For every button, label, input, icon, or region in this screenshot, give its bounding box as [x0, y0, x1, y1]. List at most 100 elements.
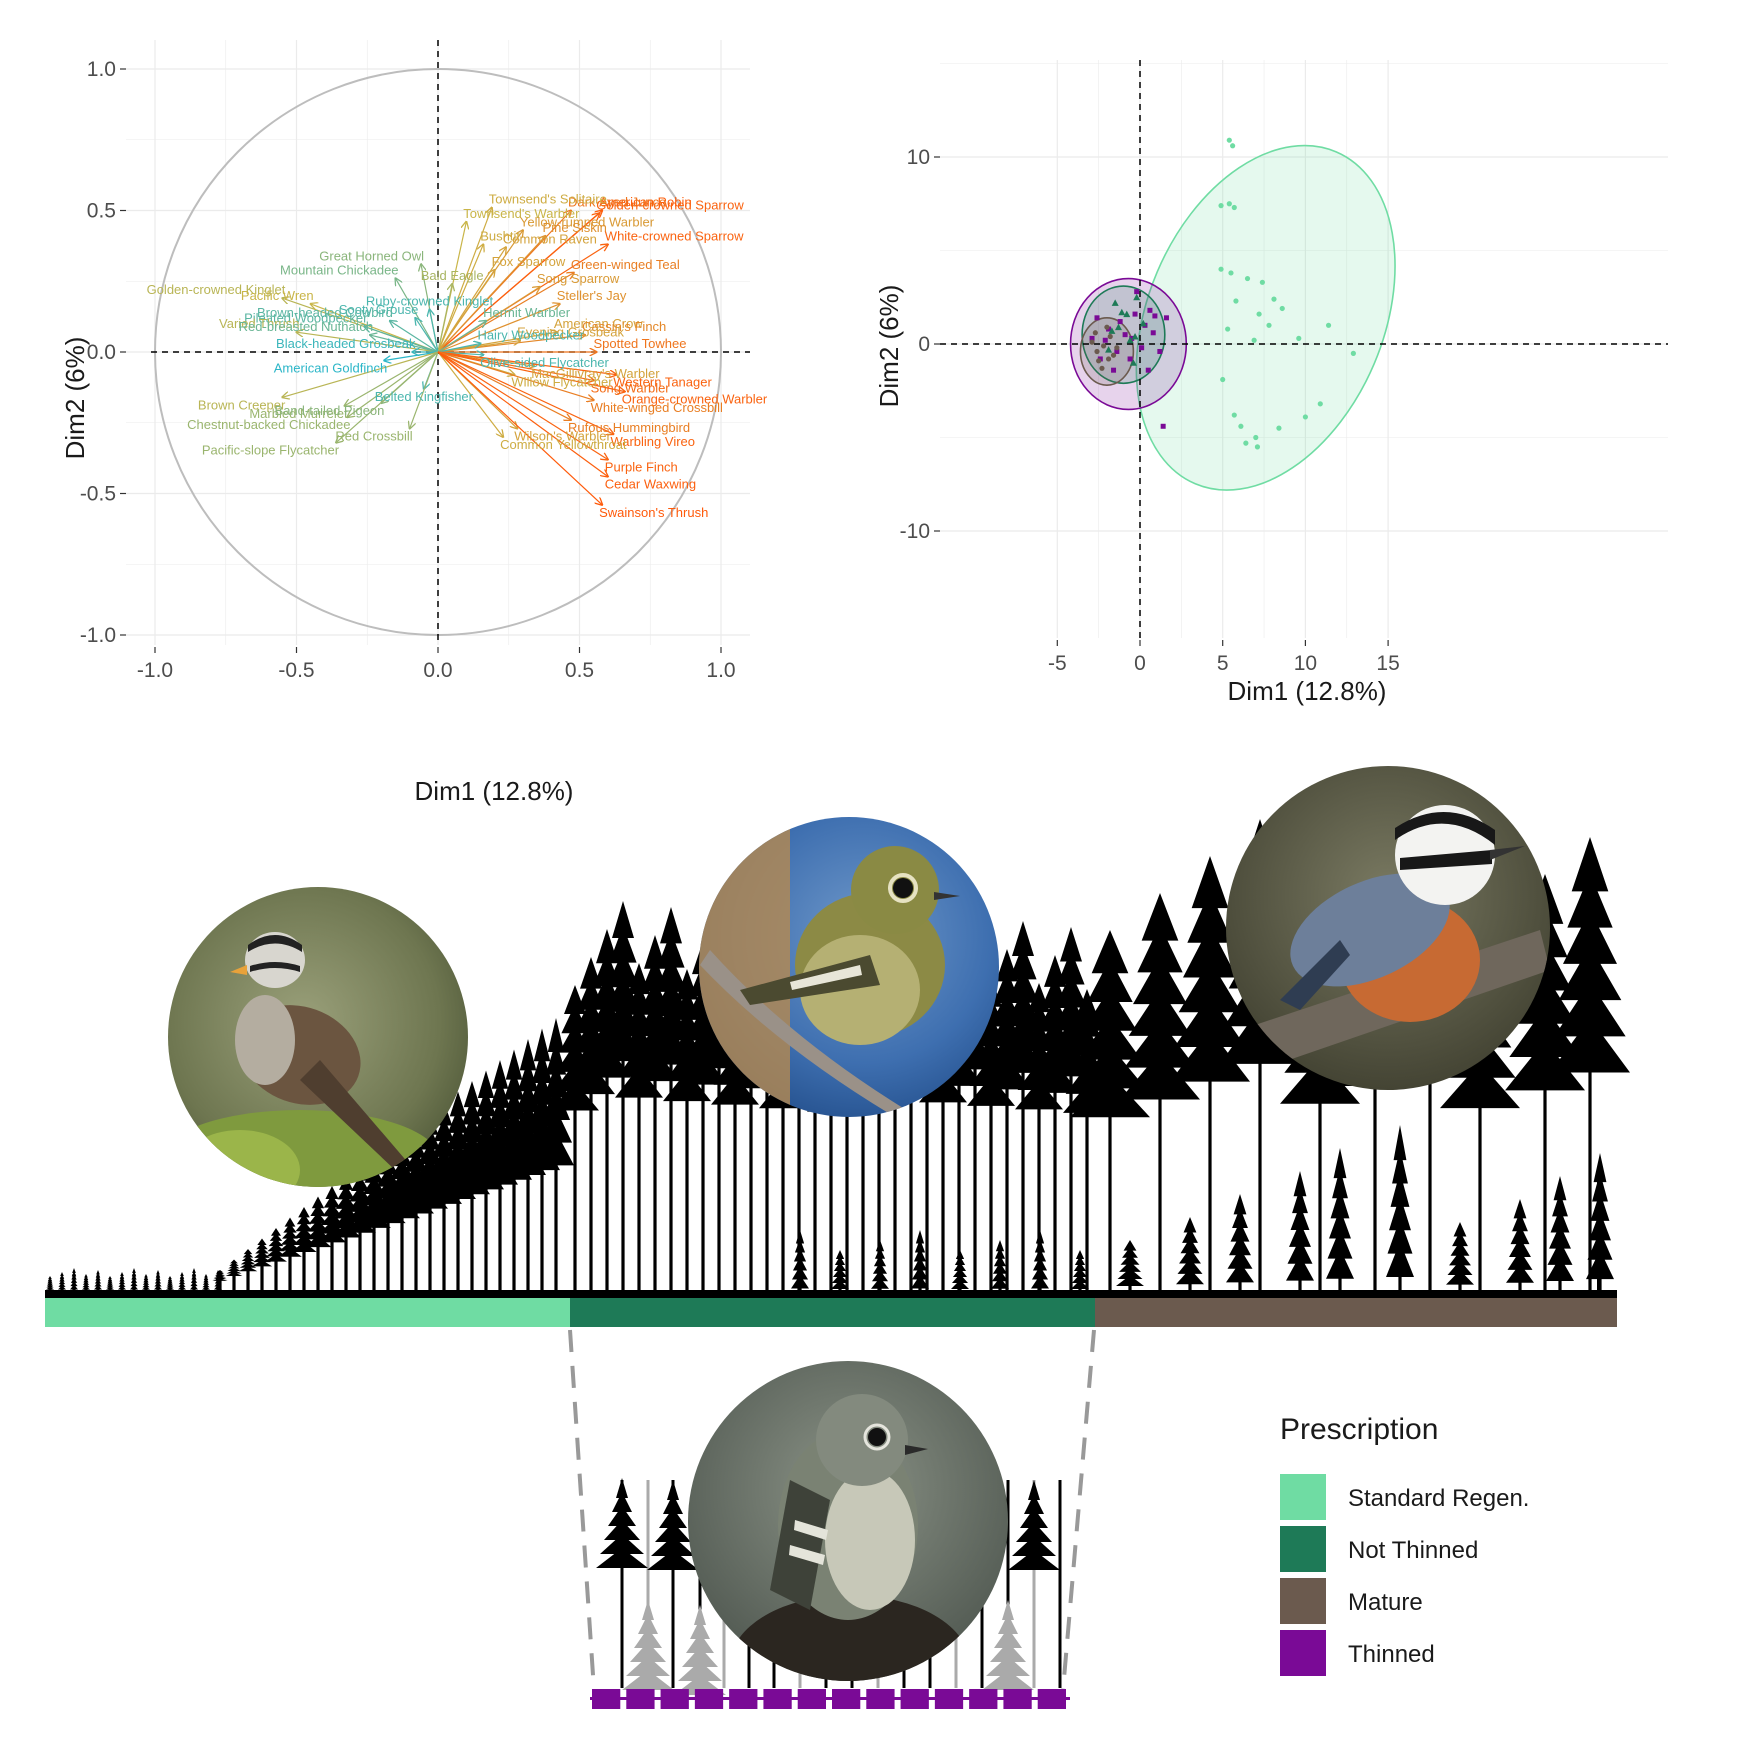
- variable-label: Belted Kingfisher: [375, 389, 474, 404]
- data-point: [1110, 352, 1117, 358]
- data-point: [1231, 204, 1237, 211]
- tree-silhouette: [1071, 1250, 1089, 1290]
- x-axis-ticks: -5 0 5 10 15: [1048, 640, 1400, 675]
- tree-silhouette: [911, 1230, 929, 1290]
- red-breasted-nuthatch-photo: [1226, 766, 1550, 1090]
- flycatcher-photo: [688, 1361, 1008, 1681]
- variable-label: Fox Sparrow: [492, 254, 566, 269]
- variable-label: MacGillivray's Warbler: [531, 366, 660, 381]
- thinned-trunk: [646, 1480, 650, 1688]
- legend-item-thinned: Thinned: [1280, 1630, 1435, 1676]
- ellipse-standard-regen-: [1135, 144, 1396, 491]
- tree-silhouette: [1031, 1230, 1049, 1290]
- variable-label: Yellow-rumped Warbler: [520, 214, 655, 229]
- variable-label: Rufous Hummingbird: [568, 420, 690, 435]
- tree-silhouette: [212, 1270, 228, 1290]
- variable-label: Hermit Warbler: [483, 305, 571, 320]
- variable-label: Band-tailed Pigeon: [275, 403, 385, 418]
- x-tick-label: 0.5: [565, 659, 594, 682]
- variable-arrow: [410, 351, 439, 428]
- prescription-legend: Prescription Standard Regen. Not Thinned…: [1280, 1413, 1529, 1676]
- tree-silhouette: [82, 1274, 90, 1290]
- variable-arrow: [437, 284, 452, 353]
- variable-label: White-winged Crossbill: [591, 400, 723, 415]
- variable-arrow: [437, 273, 574, 353]
- data-point: [1225, 326, 1231, 332]
- data-point: [1266, 322, 1272, 328]
- tree-silhouette: [278, 1217, 302, 1290]
- data-point: [1131, 333, 1139, 340]
- variable-label: Red-breasted Nuthatch: [239, 319, 373, 334]
- variable-label: American Goldfinch: [274, 360, 387, 375]
- variable-label: Bald Eagle: [421, 268, 484, 283]
- tree-silhouette: [1446, 1222, 1474, 1290]
- thinned-block: [1037, 1689, 1066, 1709]
- variable-label: Green-winged Teal: [571, 257, 680, 272]
- variable-label: Wilson's Warbler: [514, 428, 611, 443]
- variable-label: Red Crossbill: [335, 428, 412, 443]
- variable-arrow: [437, 351, 616, 375]
- variable-arrow: [345, 351, 439, 406]
- variable-arrow: [384, 351, 439, 360]
- data-point: [1114, 345, 1120, 351]
- tree-silhouette: [1226, 1194, 1254, 1290]
- x-tick-label: -0.5: [278, 659, 314, 682]
- variable-label: Hairy Woodpecker: [477, 328, 584, 343]
- variable-arrow: [437, 351, 594, 400]
- data-point: [1160, 423, 1166, 429]
- variable-arrow: [336, 351, 439, 443]
- data-point: [1218, 266, 1224, 272]
- tree-silhouette: [1116, 1240, 1144, 1290]
- tree-silhouette: [791, 1230, 809, 1290]
- variable-label: Pileated Woodpecker: [244, 311, 368, 326]
- tree-silhouette: [118, 1272, 126, 1290]
- tree-silhouette: [178, 1272, 186, 1290]
- y-tick-label: -0.5: [80, 483, 116, 506]
- y-tick-label: -10: [900, 520, 930, 543]
- tree-silhouette: [831, 1250, 849, 1290]
- variable-arrow: [437, 351, 594, 380]
- legend-label: Not Thinned: [1348, 1537, 1478, 1564]
- x-tick-label: 0: [1134, 652, 1146, 675]
- variable-label: Brown-headed Cowbird: [257, 305, 393, 320]
- zoom-connector-left: [568, 1329, 596, 1691]
- variable-label: Warbling Vireo: [610, 434, 695, 449]
- variable-label: Golden-crowned Kinglet: [147, 282, 286, 297]
- data-point: [1145, 367, 1151, 373]
- data-point: [1134, 289, 1140, 295]
- y-tick-label: 0: [918, 333, 930, 356]
- data-point: [1105, 356, 1112, 362]
- data-point: [1276, 425, 1282, 431]
- thinned-block: [900, 1689, 929, 1709]
- variable-label: Spotted Towhee: [593, 336, 686, 351]
- tree-silhouette: [1286, 1171, 1314, 1290]
- data-point: [1089, 339, 1095, 345]
- variable-arrow: [437, 351, 571, 420]
- variable-label: Varied Thrush: [219, 316, 299, 331]
- thinned-block: [1003, 1689, 1032, 1709]
- variable-label: Pine Siskin: [543, 220, 607, 235]
- variable-label: Chestnut-backed Chickadee: [187, 417, 350, 432]
- variable-label: Swainson's Thrush: [599, 505, 708, 520]
- thinned-block: [729, 1689, 758, 1709]
- tree-silhouette: [251, 1238, 273, 1290]
- tree-silhouette: [154, 1270, 162, 1290]
- x-tick-label: 1.0: [706, 659, 735, 682]
- data-point: [1218, 203, 1224, 209]
- legend-label: Standard Regen.: [1348, 1485, 1529, 1512]
- y-axis-title: Dim2 (6%): [60, 337, 90, 460]
- tree-silhouette: [130, 1268, 138, 1290]
- timeline-standard-regen: [45, 1298, 570, 1327]
- data-point: [1123, 310, 1131, 318]
- tree-silhouette: [70, 1268, 78, 1290]
- thinned-block: [660, 1689, 689, 1709]
- tree-silhouette: [317, 1186, 347, 1290]
- variable-arrow: [396, 278, 439, 353]
- data-point: [1220, 376, 1226, 383]
- variable-arrow: [437, 304, 560, 353]
- variable-arrow: [430, 310, 439, 353]
- variable-label: Western Tanager: [613, 375, 712, 390]
- variable-label: Sooty Grouse: [339, 302, 419, 317]
